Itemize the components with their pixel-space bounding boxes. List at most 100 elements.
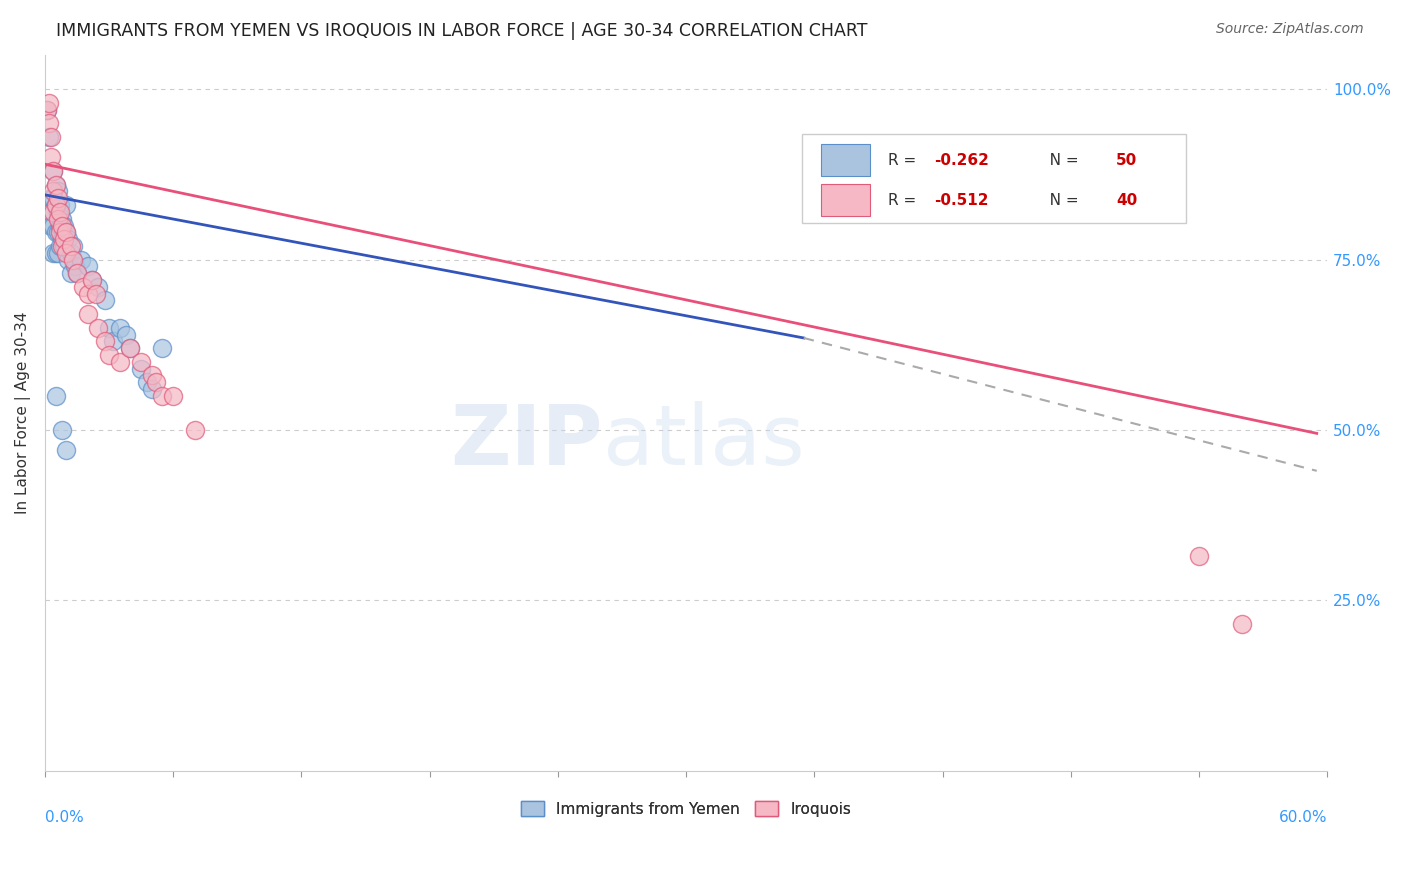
- Point: [145, 376, 167, 390]
- Point: [35, 103, 58, 117]
- Y-axis label: In Labor Force | Age 30-34: In Labor Force | Age 30-34: [15, 311, 31, 514]
- Point: [46, 225, 69, 239]
- Point: [55, 245, 77, 260]
- Point: [93, 293, 115, 308]
- Point: [42, 191, 65, 205]
- Point: [76, 286, 98, 301]
- Point: [45, 389, 67, 403]
- Point: [49, 225, 72, 239]
- Point: [58, 232, 80, 246]
- FancyBboxPatch shape: [821, 145, 869, 177]
- Text: Source: ZipAtlas.com: Source: ZipAtlas.com: [1216, 22, 1364, 37]
- Point: [129, 355, 152, 369]
- Point: [51, 423, 73, 437]
- Point: [152, 341, 174, 355]
- Point: [141, 368, 163, 383]
- Point: [55, 225, 77, 239]
- Point: [42, 185, 65, 199]
- Text: -0.262: -0.262: [934, 153, 988, 168]
- Text: R =: R =: [887, 193, 921, 208]
- Point: [38, 129, 60, 144]
- Point: [84, 286, 107, 301]
- Point: [80, 273, 103, 287]
- Point: [39, 191, 62, 205]
- Point: [70, 252, 93, 267]
- Point: [152, 389, 174, 403]
- Text: R =: R =: [887, 153, 921, 168]
- Point: [39, 219, 62, 233]
- Point: [39, 205, 62, 219]
- Point: [1230, 617, 1253, 632]
- Point: [49, 219, 72, 233]
- Legend: Immigrants from Yemen, Iroquois: Immigrants from Yemen, Iroquois: [522, 801, 851, 817]
- Point: [45, 178, 67, 192]
- Point: [53, 232, 76, 246]
- Point: [46, 185, 69, 199]
- Point: [49, 198, 72, 212]
- Point: [39, 150, 62, 164]
- Point: [108, 355, 131, 369]
- Point: [45, 198, 67, 212]
- Point: [63, 260, 86, 274]
- Point: [129, 361, 152, 376]
- Point: [35, 103, 58, 117]
- Text: N =: N =: [1035, 153, 1084, 168]
- Point: [49, 205, 72, 219]
- Text: 40: 40: [1116, 193, 1137, 208]
- Text: 50: 50: [1116, 153, 1137, 168]
- Point: [46, 211, 69, 226]
- Text: 0.0%: 0.0%: [45, 810, 83, 825]
- Point: [115, 327, 138, 342]
- Point: [51, 211, 73, 226]
- Point: [38, 95, 60, 110]
- Point: [183, 423, 205, 437]
- Point: [42, 245, 65, 260]
- Point: [53, 239, 76, 253]
- Point: [51, 232, 73, 246]
- Point: [120, 341, 142, 355]
- Point: [87, 320, 110, 334]
- Point: [120, 341, 142, 355]
- Text: 60.0%: 60.0%: [1279, 810, 1327, 825]
- Point: [42, 164, 65, 178]
- Point: [45, 225, 67, 239]
- Point: [66, 266, 89, 280]
- Point: [103, 334, 125, 349]
- Point: [59, 239, 82, 253]
- Point: [98, 320, 121, 334]
- Point: [45, 245, 67, 260]
- Point: [42, 164, 65, 178]
- Point: [46, 191, 69, 205]
- Point: [162, 389, 184, 403]
- Point: [55, 198, 77, 212]
- Point: [55, 443, 77, 458]
- Point: [93, 334, 115, 349]
- Point: [53, 219, 76, 233]
- Point: [59, 245, 82, 260]
- Point: [136, 376, 159, 390]
- Point: [46, 205, 69, 219]
- Point: [42, 219, 65, 233]
- Point: [51, 239, 73, 253]
- FancyBboxPatch shape: [801, 134, 1187, 223]
- Point: [39, 129, 62, 144]
- Point: [66, 266, 89, 280]
- Point: [62, 252, 84, 267]
- Point: [42, 205, 65, 219]
- Point: [38, 116, 60, 130]
- Point: [58, 252, 80, 267]
- Point: [141, 382, 163, 396]
- Point: [108, 320, 131, 334]
- Point: [87, 280, 110, 294]
- Text: IMMIGRANTS FROM YEMEN VS IROQUOIS IN LABOR FORCE | AGE 30-34 CORRELATION CHART: IMMIGRANTS FROM YEMEN VS IROQUOIS IN LAB…: [56, 22, 868, 40]
- Point: [45, 178, 67, 192]
- Point: [72, 280, 94, 294]
- Point: [51, 219, 73, 233]
- Point: [76, 260, 98, 274]
- Point: [55, 225, 77, 239]
- Point: [59, 266, 82, 280]
- Point: [98, 348, 121, 362]
- Point: [76, 307, 98, 321]
- Text: atlas: atlas: [603, 401, 804, 482]
- Text: -0.512: -0.512: [934, 193, 988, 208]
